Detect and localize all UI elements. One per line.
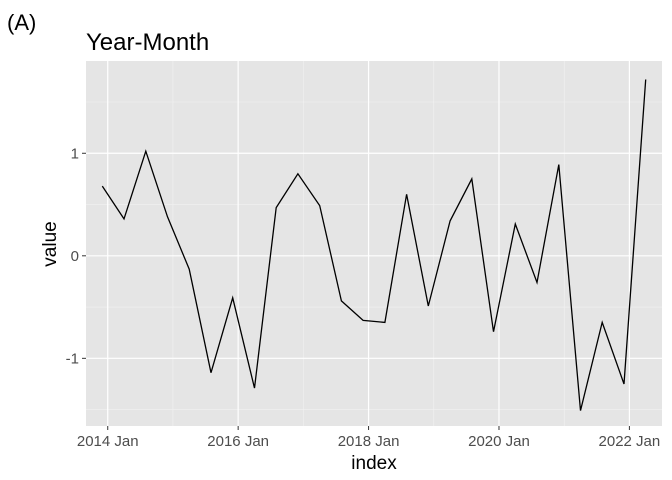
- series-line: [101, 79, 647, 411]
- panel-tag: (A): [7, 10, 36, 35]
- plot-panel: [86, 61, 662, 426]
- y-tick-label: 1: [71, 145, 79, 162]
- major-grid: [86, 61, 662, 426]
- x-tick-label: 2020 Jan: [468, 433, 530, 450]
- x-axis-label: index: [351, 453, 397, 474]
- y-tick-label: -1: [66, 350, 79, 367]
- x-tick-label: 2018 Jan: [338, 433, 400, 450]
- x-tick-label: 2022 Jan: [599, 433, 661, 450]
- x-axis: 2014 Jan 2016 Jan 2018 Jan 2020 Jan 2022 Jan: [77, 426, 660, 450]
- y-axis-label: value: [40, 221, 61, 266]
- minor-grid: [86, 61, 662, 426]
- y-tick-label: 0: [71, 248, 79, 265]
- y-axis: -1 0 1: [66, 145, 86, 367]
- x-tick-label: 2014 Jan: [77, 433, 139, 450]
- x-tick-label: 2016 Jan: [207, 433, 269, 450]
- chart-title: Year-Month: [86, 29, 209, 56]
